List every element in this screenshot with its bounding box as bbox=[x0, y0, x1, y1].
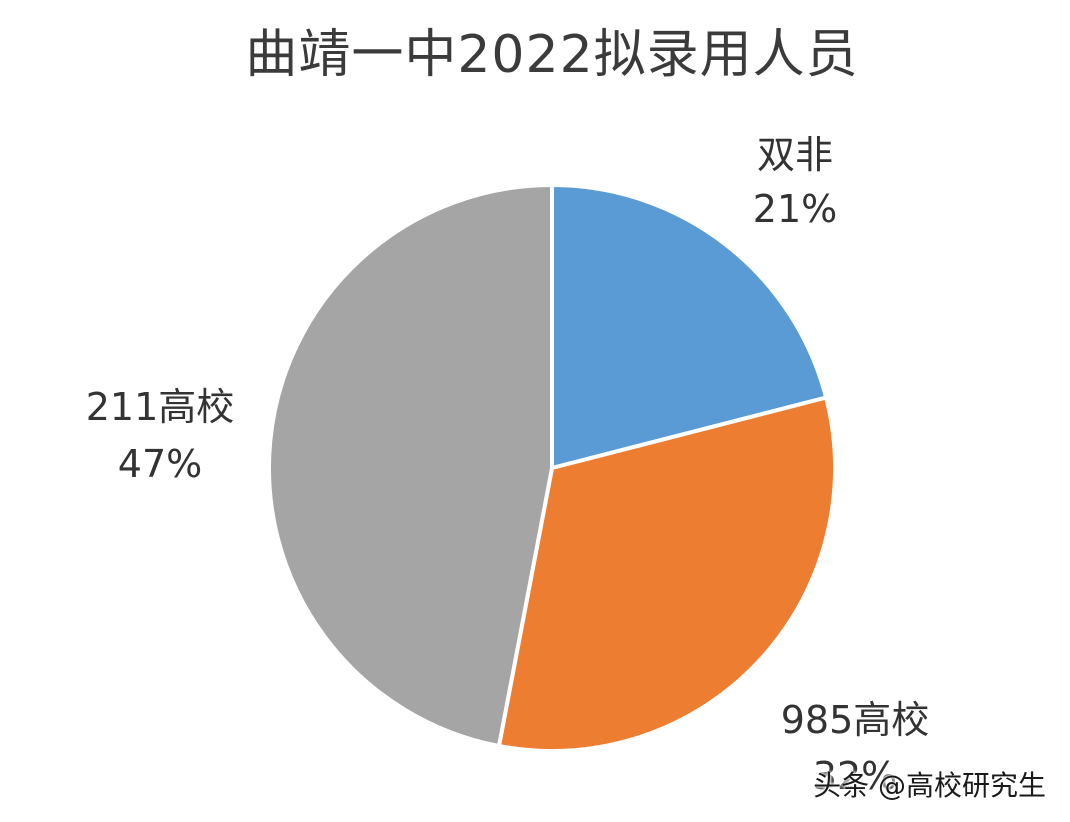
slice-label-name-2: 985高校 bbox=[781, 698, 930, 742]
chart-title: 曲靖一中2022拟录用人员 bbox=[245, 25, 858, 85]
slice-label-name-3: 211高校 bbox=[86, 385, 235, 429]
pie-slice-3 bbox=[266, 183, 554, 748]
pie-slice-2 bbox=[496, 395, 837, 753]
slice-label-name-1: 双非 bbox=[757, 133, 833, 177]
pie-slices bbox=[266, 183, 837, 753]
slice-label-percent-3: 47% bbox=[118, 442, 202, 486]
watermark-text: 头条 @高校研究生 bbox=[813, 769, 1046, 802]
slice-labels: 双非 21% 985高校 32% 211高校 47% bbox=[86, 133, 930, 798]
slice-label-percent-2: 32% bbox=[813, 754, 897, 798]
slice-label-percent-1: 21% bbox=[753, 187, 837, 231]
pie-slice-1 bbox=[550, 183, 829, 470]
